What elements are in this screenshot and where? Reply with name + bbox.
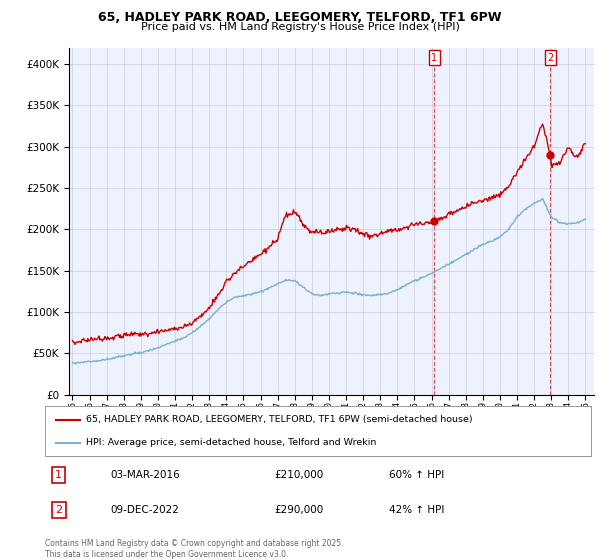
Text: 42% ↑ HPI: 42% ↑ HPI	[389, 505, 445, 515]
Text: 65, HADLEY PARK ROAD, LEEGOMERY, TELFORD, TF1 6PW: 65, HADLEY PARK ROAD, LEEGOMERY, TELFORD…	[98, 11, 502, 24]
Text: 03-MAR-2016: 03-MAR-2016	[110, 470, 180, 480]
Text: HPI: Average price, semi-detached house, Telford and Wrekin: HPI: Average price, semi-detached house,…	[86, 438, 376, 447]
Text: Price paid vs. HM Land Registry's House Price Index (HPI): Price paid vs. HM Land Registry's House …	[140, 22, 460, 32]
Text: 09-DEC-2022: 09-DEC-2022	[110, 505, 179, 515]
Text: 65, HADLEY PARK ROAD, LEEGOMERY, TELFORD, TF1 6PW (semi-detached house): 65, HADLEY PARK ROAD, LEEGOMERY, TELFORD…	[86, 415, 473, 424]
Text: 1: 1	[55, 470, 62, 480]
Text: £290,000: £290,000	[274, 505, 323, 515]
Text: 2: 2	[547, 53, 553, 63]
Text: 2: 2	[55, 505, 62, 515]
Text: 60% ↑ HPI: 60% ↑ HPI	[389, 470, 444, 480]
Text: 1: 1	[431, 53, 437, 63]
Text: Contains HM Land Registry data © Crown copyright and database right 2025.
This d: Contains HM Land Registry data © Crown c…	[45, 539, 343, 559]
Text: £210,000: £210,000	[274, 470, 323, 480]
